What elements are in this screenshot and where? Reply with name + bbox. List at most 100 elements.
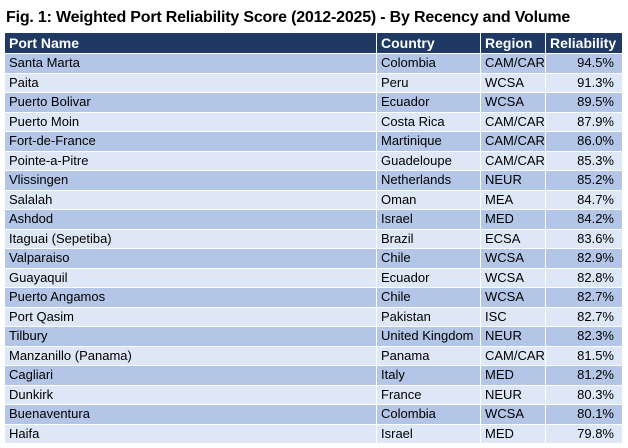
reliability-cell: 91.3% (545, 72, 623, 93)
table-row: Tilbury United Kingdom NEUR 82.3% (4, 326, 623, 347)
port-name-cell: Fort-de-France (4, 131, 377, 152)
table-body: Santa Marta Colombia CAM/CAR 94.5% Paita Peru… (4, 53, 623, 444)
country-cell: Peru (376, 72, 481, 93)
region-cell: CAM/CAR (480, 131, 546, 152)
port-name-cell: Cagliari (4, 365, 377, 386)
port-name-cell: Salalah (4, 189, 377, 210)
column-header-reliability: Reliability (545, 32, 623, 54)
region-cell: WCSA (480, 72, 546, 93)
region-cell: CAM/CAR (480, 111, 546, 132)
column-header-port-name: Port Name (4, 32, 377, 54)
country-cell: Martinique (376, 131, 481, 152)
reliability-cell: 82.9% (545, 248, 623, 269)
port-name-cell: Guayaquil (4, 267, 377, 288)
country-cell: Israel (376, 209, 481, 230)
region-cell: MEA (480, 189, 546, 210)
country-cell: Chile (376, 248, 481, 269)
country-cell: Netherlands (376, 170, 481, 191)
table-row: Haifa Israel MED 79.8% (4, 423, 623, 444)
reliability-cell: 80.3% (545, 384, 623, 405)
region-cell: NEUR (480, 170, 546, 191)
country-cell: Guadeloupe (376, 150, 481, 171)
table-row: Guayaquil Ecuador WCSA 82.8% (4, 267, 623, 288)
reliability-cell: 82.7% (545, 287, 623, 308)
region-cell: WCSA (480, 248, 546, 269)
port-name-cell: Puerto Bolivar (4, 92, 377, 113)
country-cell: Italy (376, 365, 481, 386)
column-header-region: Region (480, 32, 546, 54)
country-cell: Colombia (376, 404, 481, 425)
port-name-cell: Ashdod (4, 209, 377, 230)
country-cell: Oman (376, 189, 481, 210)
region-cell: WCSA (480, 287, 546, 308)
region-cell: CAM/CAR (480, 150, 546, 171)
reliability-cell: 84.7% (545, 189, 623, 210)
table-row: Fort-de-France Martinique CAM/CAR 86.0% (4, 131, 623, 152)
reliability-cell: 89.5% (545, 92, 623, 113)
reliability-cell: 86.0% (545, 131, 623, 152)
port-name-cell: Pointe-a-Pitre (4, 150, 377, 171)
region-cell: WCSA (480, 404, 546, 425)
table-row: Valparaiso Chile WCSA 82.9% (4, 248, 623, 269)
reliability-cell: 84.2% (545, 209, 623, 230)
table-row: Manzanillo (Panama) Panama CAM/CAR 81.5% (4, 345, 623, 366)
reliability-cell: 94.5% (545, 53, 623, 74)
reliability-cell: 82.3% (545, 326, 623, 347)
region-cell: CAM/CAR (480, 53, 546, 74)
table-row: Santa Marta Colombia CAM/CAR 94.5% (4, 53, 623, 74)
table-row: Cagliari Italy MED 81.2% (4, 365, 623, 386)
port-name-cell: Vlissingen (4, 170, 377, 191)
region-cell: CAM/CAR (480, 345, 546, 366)
port-name-cell: Valparaiso (4, 248, 377, 269)
table-row: Puerto Moin Costa Rica CAM/CAR 87.9% (4, 111, 623, 132)
port-name-cell: Puerto Angamos (4, 287, 377, 308)
region-cell: ISC (480, 306, 546, 327)
table-row: Vlissingen Netherlands NEUR 85.2% (4, 170, 623, 191)
country-cell: Colombia (376, 53, 481, 74)
region-cell: MED (480, 209, 546, 230)
country-cell: Costa Rica (376, 111, 481, 132)
port-name-cell: Haifa (4, 423, 377, 444)
port-name-cell: Itaguai (Sepetiba) (4, 228, 377, 249)
table-header-row: Port Name Country Region Reliability (4, 32, 623, 54)
reliability-cell: 82.7% (545, 306, 623, 327)
country-cell: Pakistan (376, 306, 481, 327)
country-cell: Chile (376, 287, 481, 308)
table-row: Buenaventura Colombia WCSA 80.1% (4, 404, 623, 425)
region-cell: WCSA (480, 267, 546, 288)
country-cell: France (376, 384, 481, 405)
table-row: Pointe-a-Pitre Guadeloupe CAM/CAR 85.3% (4, 150, 623, 171)
table-row: Puerto Angamos Chile WCSA 82.7% (4, 287, 623, 308)
table-row: Ashdod Israel MED 84.2% (4, 209, 623, 230)
reliability-cell: 80.1% (545, 404, 623, 425)
region-cell: WCSA (480, 92, 546, 113)
region-cell: MED (480, 423, 546, 444)
port-name-cell: Santa Marta (4, 53, 377, 74)
reliability-cell: 85.2% (545, 170, 623, 191)
country-cell: Israel (376, 423, 481, 444)
port-name-cell: Tilbury (4, 326, 377, 347)
port-name-cell: Port Qasim (4, 306, 377, 327)
port-name-cell: Buenaventura (4, 404, 377, 425)
table-row: Itaguai (Sepetiba) Brazil ECSA 83.6% (4, 228, 623, 249)
table-row: Salalah Oman MEA 84.7% (4, 189, 623, 210)
reliability-cell: 85.3% (545, 150, 623, 171)
port-name-cell: Puerto Moin (4, 111, 377, 132)
reliability-cell: 82.8% (545, 267, 623, 288)
reliability-table: Port Name Country Region Reliability San… (4, 32, 623, 444)
port-name-cell: Manzanillo (Panama) (4, 345, 377, 366)
table-row: Port Qasim Pakistan ISC 82.7% (4, 306, 623, 327)
reliability-cell: 83.6% (545, 228, 623, 249)
column-header-country: Country (376, 32, 481, 54)
region-cell: ECSA (480, 228, 546, 249)
country-cell: Ecuador (376, 267, 481, 288)
reliability-cell: 81.2% (545, 365, 623, 386)
reliability-cell: 81.5% (545, 345, 623, 366)
table-row: Dunkirk France NEUR 80.3% (4, 384, 623, 405)
region-cell: NEUR (480, 326, 546, 347)
country-cell: Ecuador (376, 92, 481, 113)
figure-title: Fig. 1: Weighted Port Reliability Score … (6, 9, 571, 26)
region-cell: MED (480, 365, 546, 386)
reliability-cell: 79.8% (545, 423, 623, 444)
